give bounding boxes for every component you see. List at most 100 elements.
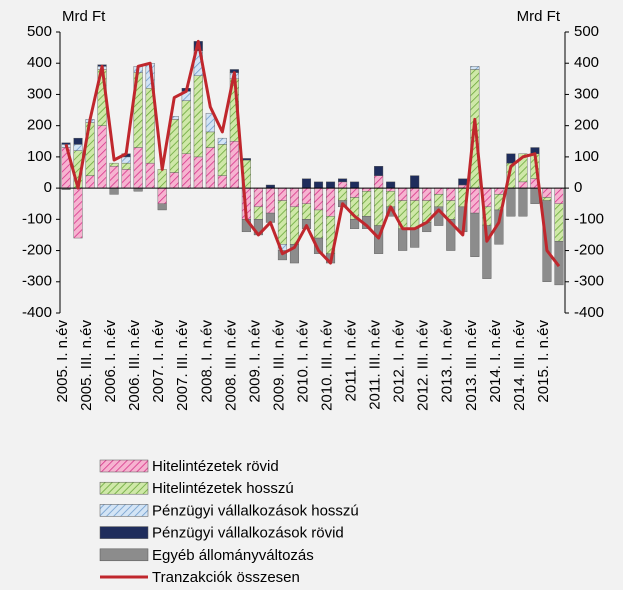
y-tick-label: 0 — [44, 179, 52, 196]
bar — [73, 137, 83, 145]
bar — [277, 187, 287, 201]
bar — [169, 119, 179, 173]
bar — [518, 187, 528, 217]
bar — [470, 212, 480, 257]
legend-swatch — [99, 526, 149, 539]
legend-swatch — [99, 504, 149, 517]
y2-tick-label: 100 — [574, 148, 599, 165]
bar — [338, 178, 348, 183]
bar — [422, 187, 432, 201]
bar — [482, 225, 492, 279]
bar — [109, 187, 119, 195]
bar — [542, 187, 552, 198]
bar — [350, 181, 360, 189]
bar — [350, 187, 360, 198]
y-tick-label: 100 — [27, 148, 52, 165]
y2-tick-label: 0 — [574, 179, 582, 196]
bar — [157, 203, 167, 211]
bar — [338, 181, 348, 189]
y2-tick-label: -100 — [574, 210, 604, 227]
legend-label: Hitelintézetek hosszú — [152, 480, 294, 497]
bar — [121, 162, 131, 170]
bar — [554, 240, 564, 286]
legend-label: Egyéb állományváltozás — [152, 547, 314, 564]
bar — [61, 142, 71, 145]
bar — [313, 209, 324, 239]
y2-tick-label: 500 — [574, 23, 599, 40]
bar — [85, 175, 95, 189]
bar — [554, 203, 564, 242]
bar — [494, 187, 504, 195]
legend-label: Pénzügyi vállalkozások hosszú — [152, 502, 359, 519]
bar — [326, 187, 336, 217]
bar — [398, 228, 408, 251]
bar — [109, 162, 119, 167]
bar — [458, 178, 468, 186]
bar — [217, 175, 227, 189]
bar — [374, 187, 384, 226]
y-tick-label: 200 — [27, 117, 52, 134]
bar — [157, 169, 167, 189]
x-tick-label: 2006. III. n.év — [126, 320, 143, 411]
bar — [301, 203, 312, 220]
bar — [518, 153, 528, 183]
bar — [554, 187, 564, 204]
bar — [301, 178, 312, 189]
x-tick-label: 2015. I. n.év — [535, 320, 552, 403]
bar — [109, 166, 119, 189]
bar — [386, 191, 396, 208]
x-tick-label: 2010. I. n.év — [294, 320, 311, 403]
bar — [506, 187, 516, 217]
x-tick-label: 2005. III. n.év — [78, 320, 95, 411]
bar — [157, 187, 167, 204]
bar — [374, 225, 384, 254]
legend-swatch — [99, 548, 149, 562]
bar — [277, 200, 287, 245]
bar — [193, 156, 203, 189]
bar — [374, 166, 384, 176]
bar — [301, 187, 312, 204]
y-tick-label: 300 — [27, 85, 52, 102]
bar — [470, 187, 480, 214]
bar — [145, 162, 155, 189]
bar — [241, 158, 251, 161]
bar — [181, 153, 191, 189]
bar — [313, 181, 324, 189]
x-tick-label: 2008. I. n.év — [198, 320, 215, 403]
bar — [133, 147, 143, 189]
bar — [410, 187, 420, 201]
x-tick-label: 2009. I. n.év — [246, 320, 263, 403]
bar — [181, 100, 191, 154]
legend-swatch — [99, 481, 149, 495]
legend-label: Hitelintézetek rövid — [152, 458, 279, 475]
bar — [350, 219, 360, 229]
bar — [470, 66, 480, 70]
bar — [326, 181, 336, 189]
y2-tick-label: -300 — [574, 273, 604, 290]
bar — [121, 156, 131, 164]
legend-label: Tranzakciók összesen — [152, 569, 300, 586]
x-tick-label: 2011. I. n.év — [343, 320, 360, 402]
y-tick-label: -100 — [22, 210, 52, 227]
bar — [313, 237, 324, 254]
bar — [434, 194, 444, 208]
bar — [410, 175, 420, 189]
legend-swatch — [99, 459, 149, 473]
bar — [121, 169, 131, 189]
line — [64, 39, 561, 268]
bar — [386, 181, 396, 189]
y2-axis-label: Mrd Ft — [517, 8, 561, 25]
bar — [434, 187, 444, 195]
x-tick-label: 2008. III. n.év — [222, 320, 239, 411]
x-tick-label: 2006. I. n.év — [102, 320, 119, 403]
bar — [205, 112, 215, 133]
bar — [446, 200, 456, 220]
bar — [253, 206, 263, 220]
bar — [73, 144, 83, 151]
bar — [253, 187, 263, 208]
bar — [518, 181, 528, 189]
bar — [313, 187, 324, 211]
bar — [217, 144, 227, 176]
bar — [289, 244, 299, 264]
bar — [289, 206, 299, 245]
